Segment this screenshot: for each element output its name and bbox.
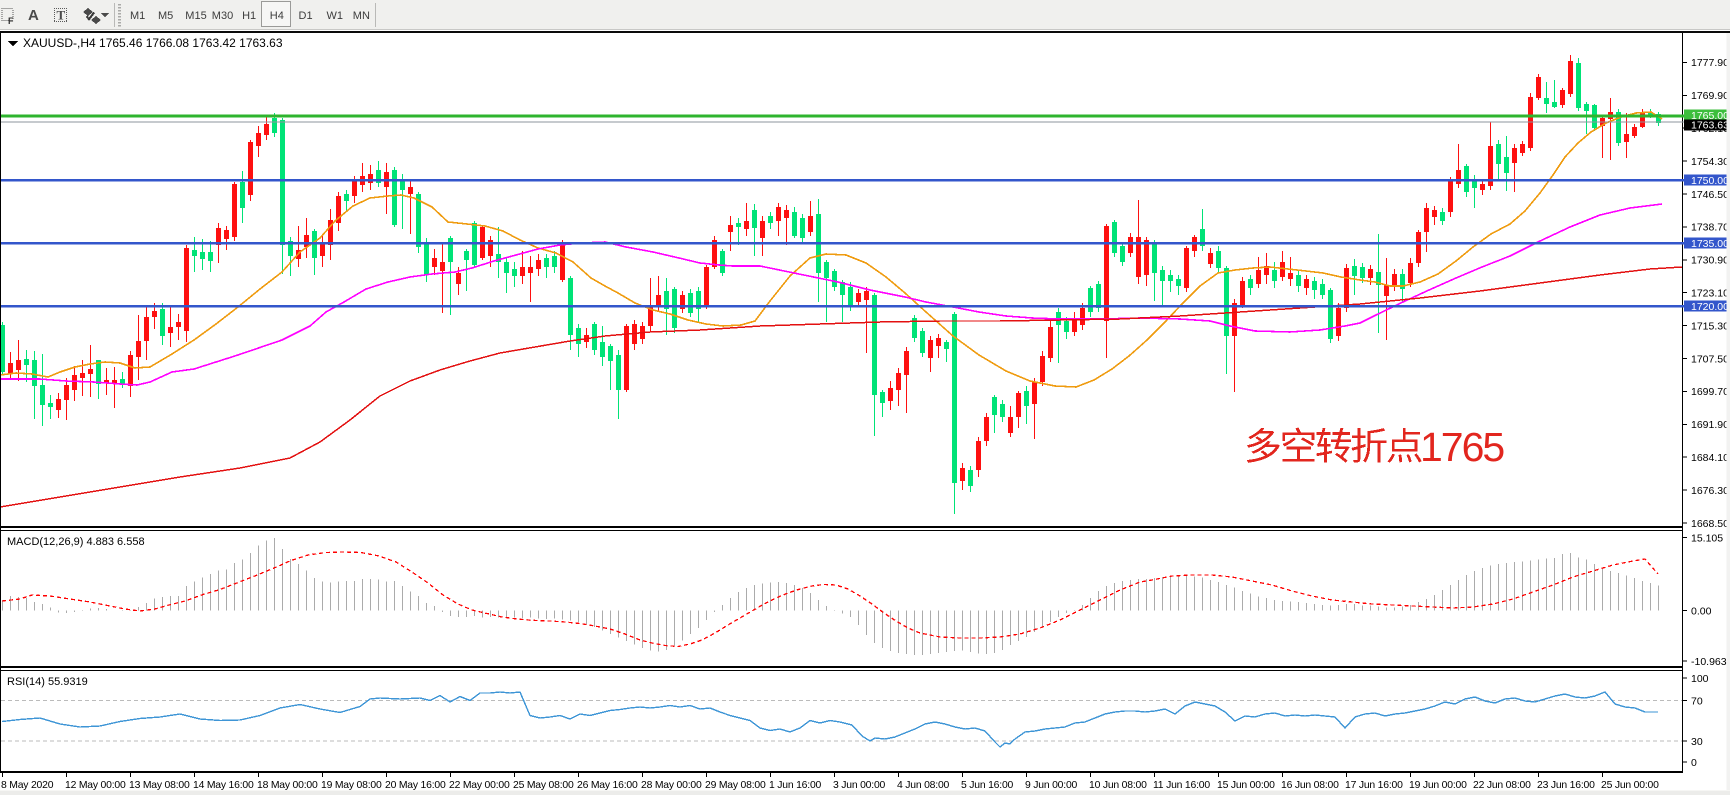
- svg-text:-10.963: -10.963: [1691, 656, 1727, 668]
- svg-text:RSI(14) 55.9319: RSI(14) 55.9319: [7, 676, 88, 688]
- svg-text:1750.00: 1750.00: [1691, 175, 1729, 187]
- svg-text:M30: M30: [212, 10, 233, 22]
- svg-text:1765.00: 1765.00: [1691, 110, 1729, 122]
- svg-text:11 Jun 16:00: 11 Jun 16:00: [1153, 780, 1210, 791]
- svg-text:26 May 16:00: 26 May 16:00: [577, 780, 638, 791]
- svg-text:1699.70: 1699.70: [1691, 386, 1729, 398]
- svg-text:15.105: 15.105: [1691, 532, 1723, 544]
- svg-text:5 Jun 16:00: 5 Jun 16:00: [961, 780, 1014, 791]
- svg-text:22 May 00:00: 22 May 00:00: [449, 780, 510, 791]
- svg-text:4 Jun 08:00: 4 Jun 08:00: [897, 780, 950, 791]
- svg-text:15 Jun 00:00: 15 Jun 00:00: [1217, 780, 1275, 791]
- svg-text:25 Jun 00:00: 25 Jun 00:00: [1601, 780, 1659, 791]
- svg-text:3 Jun 00:00: 3 Jun 00:00: [833, 780, 886, 791]
- svg-text:20 May 16:00: 20 May 16:00: [385, 780, 446, 791]
- svg-text:1769.90: 1769.90: [1691, 90, 1729, 102]
- svg-text:M15: M15: [185, 10, 206, 22]
- svg-text:1754.30: 1754.30: [1691, 156, 1729, 168]
- svg-text:10 Jun 08:00: 10 Jun 08:00: [1089, 780, 1147, 791]
- svg-text:28 May 00:00: 28 May 00:00: [641, 780, 702, 791]
- svg-text:22 Jun 08:00: 22 Jun 08:00: [1473, 780, 1531, 791]
- svg-text:F: F: [8, 16, 14, 26]
- svg-text:H1: H1: [242, 10, 256, 22]
- svg-text:14 May 16:00: 14 May 16:00: [193, 780, 254, 791]
- svg-text:12 May 00:00: 12 May 00:00: [65, 780, 126, 791]
- svg-text:19 May 08:00: 19 May 08:00: [321, 780, 382, 791]
- svg-text:W1: W1: [327, 10, 344, 22]
- svg-text:16 Jun 08:00: 16 Jun 08:00: [1281, 780, 1339, 791]
- svg-text:1676.30: 1676.30: [1691, 485, 1729, 497]
- svg-text:1746.50: 1746.50: [1691, 189, 1729, 201]
- svg-text:M5: M5: [158, 10, 173, 22]
- svg-text:100: 100: [1691, 673, 1709, 685]
- svg-text:1 Jun 16:00: 1 Jun 16:00: [769, 780, 822, 791]
- svg-text:MN: MN: [353, 10, 370, 22]
- svg-text:H4: H4: [270, 10, 284, 22]
- svg-text:T: T: [57, 8, 66, 23]
- svg-text:1777.90: 1777.90: [1691, 57, 1729, 69]
- svg-text:70: 70: [1691, 695, 1703, 707]
- svg-text:0.00: 0.00: [1691, 605, 1712, 617]
- svg-text:1715.30: 1715.30: [1691, 320, 1729, 332]
- svg-text:17 Jun 16:00: 17 Jun 16:00: [1345, 780, 1403, 791]
- svg-text:1707.50: 1707.50: [1691, 353, 1729, 365]
- svg-text:1765: 1765: [1420, 424, 1504, 470]
- svg-text:18 May 00:00: 18 May 00:00: [257, 780, 318, 791]
- svg-text:XAUUSD-,H4 1765.46 1766.08 17: XAUUSD-,H4 1765.46 1766.08 1763.42 1763.…: [23, 36, 283, 50]
- svg-text:1730.90: 1730.90: [1691, 255, 1729, 267]
- svg-text:D1: D1: [299, 10, 313, 22]
- svg-text:1668.50: 1668.50: [1691, 518, 1729, 530]
- svg-text:1720.00: 1720.00: [1691, 301, 1729, 313]
- svg-text:19 Jun 00:00: 19 Jun 00:00: [1409, 780, 1467, 791]
- svg-text:1763.63: 1763.63: [1691, 120, 1729, 132]
- svg-text:8 May 2020: 8 May 2020: [1, 780, 54, 791]
- svg-text:23 Jun 16:00: 23 Jun 16:00: [1537, 780, 1595, 791]
- svg-text:25 May 08:00: 25 May 08:00: [513, 780, 574, 791]
- svg-text:MACD(12,26,9) 4.883 6.558: MACD(12,26,9) 4.883 6.558: [7, 536, 145, 548]
- svg-text:A: A: [28, 7, 39, 24]
- svg-text:1738.70: 1738.70: [1691, 222, 1729, 234]
- svg-text:30: 30: [1691, 736, 1703, 748]
- svg-text:29 May 08:00: 29 May 08:00: [705, 780, 766, 791]
- svg-text:9 Jun 00:00: 9 Jun 00:00: [1025, 780, 1078, 791]
- svg-text:13 May 08:00: 13 May 08:00: [129, 780, 190, 791]
- svg-text:1684.10: 1684.10: [1691, 452, 1729, 464]
- svg-text:M1: M1: [130, 10, 145, 22]
- svg-text:1735.00: 1735.00: [1691, 238, 1729, 250]
- svg-text:0: 0: [1691, 757, 1697, 769]
- svg-text:1691.90: 1691.90: [1691, 419, 1729, 431]
- svg-text:1723.10: 1723.10: [1691, 288, 1729, 300]
